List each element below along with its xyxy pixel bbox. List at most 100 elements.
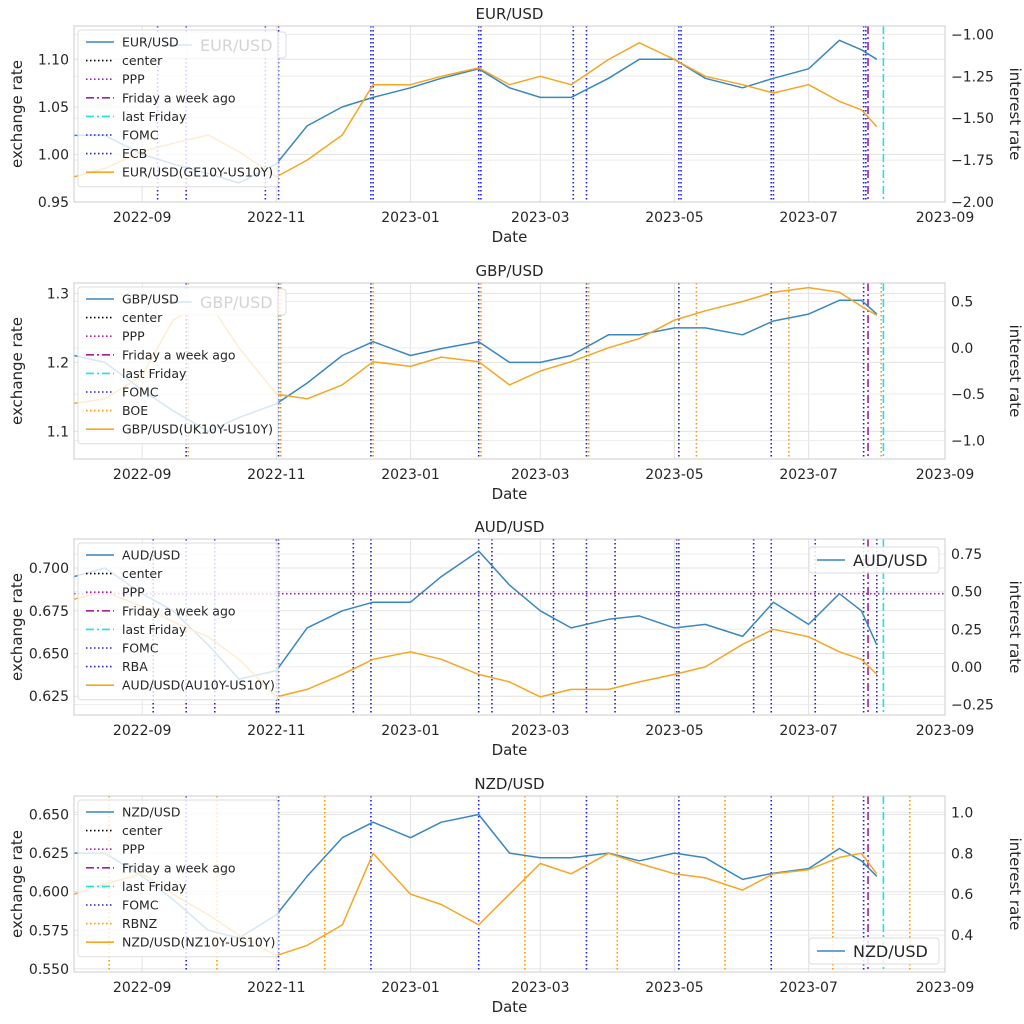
x-axis-label: Date xyxy=(492,741,528,759)
legend-label: center xyxy=(122,310,163,325)
y2-tick-label: 0.25 xyxy=(951,622,982,638)
y2-axis-label: interest rate xyxy=(1006,325,1024,418)
x-tick-label: 2022-11 xyxy=(247,723,306,739)
legend-label: BOE xyxy=(122,403,148,418)
legend-label: Friday a week ago xyxy=(122,90,236,105)
plot-frame xyxy=(73,538,946,716)
legend-label: AUD/USD xyxy=(853,551,928,570)
legend-label: last Friday xyxy=(122,879,187,894)
x-tick-label: 2023-07 xyxy=(779,467,838,483)
y2-tick-label: 1.0 xyxy=(951,805,973,821)
x-tick-label: 2022-11 xyxy=(247,210,306,226)
x-tick-label: 2023-07 xyxy=(779,210,838,226)
legend-label: PPP xyxy=(122,842,145,857)
legend-box xyxy=(77,542,279,701)
x-axis-label: Date xyxy=(492,485,528,503)
y2-tick-label: −1.50 xyxy=(951,111,994,127)
x-tick-label: 2023-05 xyxy=(645,723,704,739)
x-tick-label: 2022-09 xyxy=(113,467,172,483)
y2-tick-label: −1.75 xyxy=(951,153,994,169)
y-tick-label: 0.625 xyxy=(29,689,69,705)
y-tick-label: 0.600 xyxy=(29,885,69,901)
y-tick-label: 0.95 xyxy=(38,195,69,211)
x-tick-label: 2023-09 xyxy=(916,980,975,996)
legend-label: last Friday xyxy=(122,366,187,381)
x-axis-label: Date xyxy=(492,228,528,246)
plot-frame xyxy=(73,282,946,460)
legend-label: NZD/USD xyxy=(853,942,928,961)
chart-title: EUR/USD xyxy=(476,5,544,23)
legend-label: PPP xyxy=(122,585,145,600)
legend-label: last Friday xyxy=(122,622,187,637)
y-tick-label: 0.625 xyxy=(29,846,69,862)
plot-frame xyxy=(73,25,946,203)
legend-label: AUD/USD(AU10Y-US10Y) xyxy=(122,678,275,693)
y2-tick-label: −1.00 xyxy=(951,27,994,43)
y2-tick-label: 0.6 xyxy=(951,887,973,903)
x-tick-label: 2022-09 xyxy=(113,210,172,226)
x-tick-label: 2023-03 xyxy=(511,210,570,226)
y-tick-label: 1.10 xyxy=(38,52,69,68)
legend-box xyxy=(77,799,279,958)
legend-label: FOMC xyxy=(122,898,159,913)
legend-secondary: NZD/USD xyxy=(808,937,940,965)
y-tick-label: 1.00 xyxy=(38,147,69,163)
legend-secondary: AUD/USD xyxy=(808,546,940,574)
legend-label: FOMC xyxy=(122,641,159,656)
legend-label: PPP xyxy=(122,72,145,87)
legend-box xyxy=(808,937,940,965)
x-tick-label: 2023-03 xyxy=(511,467,570,483)
x-tick-label: 2022-09 xyxy=(113,723,172,739)
y-tick-label: 1.05 xyxy=(38,100,69,116)
x-tick-label: 2023-01 xyxy=(381,467,440,483)
legend-label: center xyxy=(122,566,163,581)
y2-tick-label: 0.75 xyxy=(951,547,982,563)
x-tick-label: 2023-01 xyxy=(381,980,440,996)
legend-label: RBNZ xyxy=(122,916,157,931)
legend-main: NZD/USD center PPP Friday a week ago last Fr… xyxy=(77,799,279,958)
y2-axis-label: interest rate xyxy=(1006,581,1024,674)
chart-panel-gbp-usd: GBP/USD 2022-09 2022-11 2023-01 2023-03 2023-… xyxy=(8,262,1024,503)
y-axis-label: exchange rate xyxy=(8,830,26,938)
chart-panel-eur-usd: EUR/USD 2022-09 2022-11 2023-01 2023-03 2023-… xyxy=(8,5,1024,246)
legend-label: center xyxy=(122,53,163,68)
legend-box xyxy=(808,546,940,574)
y2-tick-label: −2.00 xyxy=(951,195,994,211)
legend-label: Friday a week ago xyxy=(122,860,236,875)
y2-axis-label: interest rate xyxy=(1006,838,1024,931)
y2-tick-label: 0.50 xyxy=(951,585,982,601)
x-axis-label: Date xyxy=(492,998,528,1016)
y-tick-label: 1.3 xyxy=(47,286,69,302)
legend-label: RBA xyxy=(122,659,148,674)
legend-label: Friday a week ago xyxy=(122,347,236,362)
x-tick-label: 2023-09 xyxy=(916,467,975,483)
x-tick-label: 2023-05 xyxy=(645,210,704,226)
y2-tick-label: 0.00 xyxy=(951,660,982,676)
chart-panel-aud-usd: AUD/USD 2022-09 2022-11 2023-01 2023-03 2023-… xyxy=(8,518,1024,759)
y-axis-label: exchange rate xyxy=(8,573,26,681)
chart-title: AUD/USD xyxy=(475,518,545,536)
y-tick-label: 0.550 xyxy=(29,962,69,978)
x-tick-label: 2022-11 xyxy=(247,467,306,483)
y-tick-label: 0.650 xyxy=(29,808,69,824)
legend-label: NZD/USD xyxy=(122,805,180,820)
legend-label: FOMC xyxy=(122,128,159,143)
y-axis-label: exchange rate xyxy=(8,317,26,425)
y-tick-label: 0.700 xyxy=(29,561,69,577)
y2-tick-label: −0.5 xyxy=(951,387,985,403)
x-tick-label: 2023-09 xyxy=(916,210,975,226)
legend-main: GBP/USD center PPP Friday a week ago last Fr… xyxy=(77,286,279,445)
y2-tick-label: −1.25 xyxy=(951,69,994,85)
chart-panel-nzd-usd: NZD/USD 2022-09 2022-11 2023-01 2023-03 2023-… xyxy=(8,775,1024,1016)
y-tick-label: 0.675 xyxy=(29,604,69,620)
plot-frame xyxy=(73,795,946,973)
x-tick-label: 2023-05 xyxy=(645,980,704,996)
y-tick-label: 1.1 xyxy=(47,424,69,440)
y2-axis-label: interest rate xyxy=(1006,68,1024,161)
x-tick-label: 2023-03 xyxy=(511,980,570,996)
legend-label: last Friday xyxy=(122,109,187,124)
y-tick-label: 0.575 xyxy=(29,923,69,939)
legend-label: GBP/USD xyxy=(122,292,179,307)
legend-box xyxy=(77,29,279,188)
